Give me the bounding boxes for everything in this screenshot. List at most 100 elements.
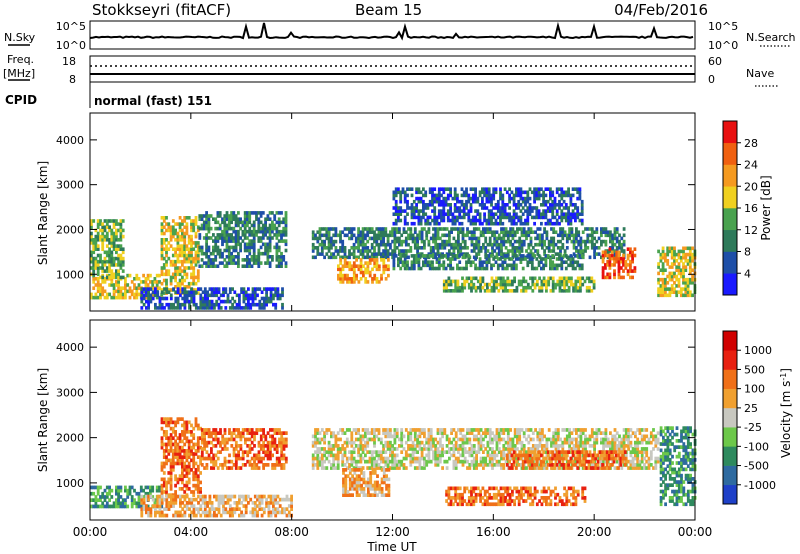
heatmap-cell (533, 193, 536, 198)
heatmap-cell (380, 277, 383, 281)
heatmap-cell (504, 282, 507, 287)
heatmap-cell (410, 209, 414, 213)
heatmap-cell (144, 491, 148, 496)
heatmap-cell (142, 488, 145, 493)
heatmap-cell (156, 306, 160, 310)
heatmap-cell (675, 277, 679, 282)
heatmap-cell (264, 226, 267, 231)
heatmap-cell (239, 217, 242, 221)
heatmap-cell (194, 420, 198, 425)
heatmap-cell (449, 190, 452, 195)
heatmap-cell (217, 287, 221, 291)
heatmap-cell (264, 437, 268, 442)
heatmap-cell (242, 494, 246, 499)
heatmap-cell (370, 227, 374, 231)
freq-panel-frame (89, 55, 696, 83)
heatmap-cell (576, 209, 580, 213)
heatmap-cell (217, 494, 221, 499)
heatmap-cell (183, 302, 187, 307)
heatmap-cell (318, 456, 322, 461)
heatmap-cell (511, 230, 515, 234)
heatmap-cell (576, 285, 580, 290)
heatmap-cell (90, 231, 93, 236)
heatmap-cell (192, 464, 196, 469)
heatmap-cell (657, 249, 660, 254)
heatmap-cell (549, 276, 553, 281)
heatmap-cell (417, 266, 421, 271)
heatmap-cell (515, 285, 519, 290)
heatmap-cell (190, 445, 193, 450)
heatmap-cell (483, 187, 486, 191)
heatmap-cell (575, 227, 578, 231)
heatmap-cell (560, 260, 564, 264)
heatmap-cell (518, 236, 522, 241)
heatmap-cell (574, 203, 577, 207)
heatmap-cell (366, 264, 370, 268)
heatmap-cell (253, 513, 257, 518)
heatmap-cell (160, 510, 164, 515)
heatmap-cell (460, 187, 464, 191)
heatmap-cell (230, 211, 233, 215)
heatmap-cell (209, 258, 213, 262)
heatmap-cell (442, 190, 446, 195)
heatmap-cell (386, 239, 390, 244)
heatmap-cell (187, 487, 191, 491)
heatmap-cell (311, 456, 315, 461)
heatmap-cell (528, 209, 532, 213)
heatmap-cell (359, 267, 363, 272)
heatmap-cell (592, 279, 596, 284)
heatmap-cell (275, 220, 279, 225)
heatmap-cell (183, 430, 187, 434)
heatmap-cell (437, 212, 441, 216)
heatmap-cell (440, 263, 443, 268)
heatmap-cell (174, 452, 177, 456)
heatmap-cell (435, 215, 439, 220)
heatmap-cell (199, 471, 202, 475)
heatmap-cell (567, 263, 570, 268)
heatmap-cell (604, 227, 608, 231)
heatmap-cell (178, 266, 182, 270)
heatmap-cell (318, 459, 322, 464)
heatmap-cell (531, 276, 535, 281)
heatmap-cell (262, 287, 266, 291)
heatmap-cell (375, 264, 379, 268)
heatmap-cell (199, 436, 202, 440)
heatmap-cell (266, 242, 270, 247)
heatmap-cell (474, 218, 477, 223)
heatmap-cell (187, 449, 191, 453)
heatmap-cell (481, 260, 484, 264)
heatmap-cell (165, 238, 168, 242)
heatmap-cell (570, 276, 573, 281)
heatmap-cell (512, 215, 516, 220)
heatmap-cell (162, 490, 166, 494)
heatmap-cell (232, 450, 236, 454)
heatmap-cell (435, 266, 439, 271)
heatmap-cell (147, 507, 150, 511)
heatmap-cell (400, 242, 404, 247)
heatmap-cell (280, 229, 283, 234)
heatmap-cell (569, 254, 573, 258)
heatmap-cell (266, 217, 270, 221)
heatmap-cell (515, 257, 518, 261)
heatmap-cell (471, 187, 475, 191)
heatmap-cell (196, 275, 200, 280)
heatmap-cell (194, 468, 198, 472)
heatmap-cell (487, 218, 491, 223)
heatmap-cell (505, 215, 509, 220)
heatmap-cell (481, 190, 484, 195)
heatmap-cell (551, 199, 555, 204)
heatmap-cell (631, 269, 634, 273)
heatmap-cell (500, 239, 503, 244)
heatmap-cell (265, 299, 268, 304)
heatmap-cell (571, 209, 575, 213)
heatmap-cell (94, 263, 98, 267)
heatmap-cell (574, 206, 577, 210)
heatmap-cell (163, 507, 166, 511)
heatmap-cell (105, 504, 109, 509)
heatmap-cell (457, 236, 460, 241)
heatmap-cell (246, 242, 249, 247)
heatmap-cell (149, 494, 153, 499)
heatmap-cell (194, 253, 198, 258)
heatmap-cell (203, 428, 206, 432)
heatmap-cell (199, 513, 203, 518)
